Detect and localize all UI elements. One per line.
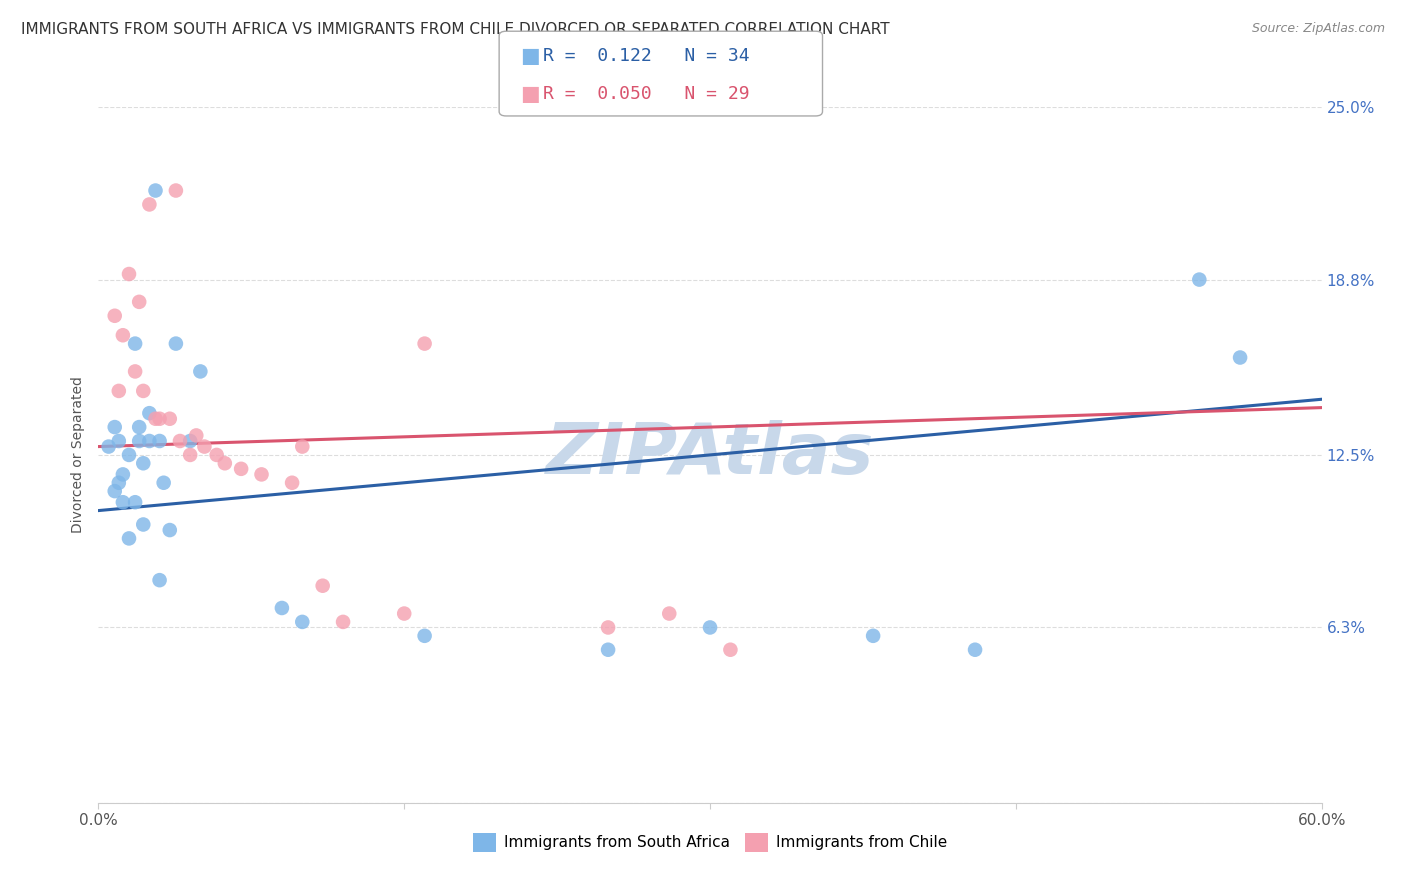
Point	[111, 495, 134, 509]
Point	[281, 475, 304, 490]
Point	[159, 411, 181, 425]
Point	[104, 309, 127, 323]
Point	[165, 336, 187, 351]
Point	[188, 364, 212, 378]
Point	[862, 629, 884, 643]
Point	[291, 440, 314, 454]
Point	[108, 475, 131, 490]
Point	[250, 467, 273, 482]
Point	[111, 467, 134, 482]
Point	[97, 440, 120, 454]
Text: ■: ■	[520, 84, 540, 103]
Point	[128, 434, 150, 448]
Point	[214, 456, 236, 470]
Point	[231, 462, 253, 476]
Y-axis label: Divorced or Separated: Divorced or Separated	[70, 376, 84, 533]
Text: ■: ■	[520, 46, 540, 66]
Point	[332, 615, 354, 629]
Point	[179, 434, 201, 448]
Point	[138, 434, 160, 448]
Point	[124, 336, 146, 351]
Point	[1229, 351, 1251, 365]
Point	[118, 267, 141, 281]
Point	[291, 615, 314, 629]
Point	[128, 294, 150, 309]
Text: R =  0.050   N = 29: R = 0.050 N = 29	[543, 85, 749, 103]
Point	[128, 420, 150, 434]
Point	[145, 184, 167, 198]
Point	[658, 607, 681, 621]
Point	[270, 601, 294, 615]
Point	[152, 475, 174, 490]
Point	[145, 411, 167, 425]
Point	[108, 434, 131, 448]
Point	[111, 328, 134, 343]
Point	[965, 642, 987, 657]
Point	[124, 495, 146, 509]
Point	[699, 620, 721, 634]
Point	[132, 456, 155, 470]
Point	[392, 607, 416, 621]
Point	[104, 484, 127, 499]
Point	[149, 573, 172, 587]
Point	[149, 434, 172, 448]
Point	[169, 434, 191, 448]
Point	[118, 532, 141, 546]
Point	[104, 420, 127, 434]
Point	[159, 523, 181, 537]
Point	[124, 364, 146, 378]
Point	[413, 629, 436, 643]
Point	[108, 384, 131, 398]
Point	[193, 440, 215, 454]
Point	[718, 642, 742, 657]
Point	[149, 411, 172, 425]
Point	[205, 448, 228, 462]
Point	[138, 197, 160, 211]
Text: ZIPAtlas: ZIPAtlas	[546, 420, 875, 490]
Text: R =  0.122   N = 34: R = 0.122 N = 34	[543, 47, 749, 65]
Text: IMMIGRANTS FROM SOUTH AFRICA VS IMMIGRANTS FROM CHILE DIVORCED OR SEPARATED CORR: IMMIGRANTS FROM SOUTH AFRICA VS IMMIGRAN…	[21, 22, 890, 37]
Legend: Immigrants from South Africa, Immigrants from Chile: Immigrants from South Africa, Immigrants…	[467, 827, 953, 858]
Point	[179, 448, 201, 462]
Point	[312, 579, 335, 593]
Point	[598, 642, 620, 657]
Point	[598, 620, 620, 634]
Point	[186, 428, 208, 442]
Text: Source: ZipAtlas.com: Source: ZipAtlas.com	[1251, 22, 1385, 36]
Point	[165, 184, 187, 198]
Point	[138, 406, 160, 420]
Point	[132, 517, 155, 532]
Point	[1188, 272, 1211, 286]
Point	[118, 448, 141, 462]
Point	[132, 384, 155, 398]
Point	[413, 336, 436, 351]
